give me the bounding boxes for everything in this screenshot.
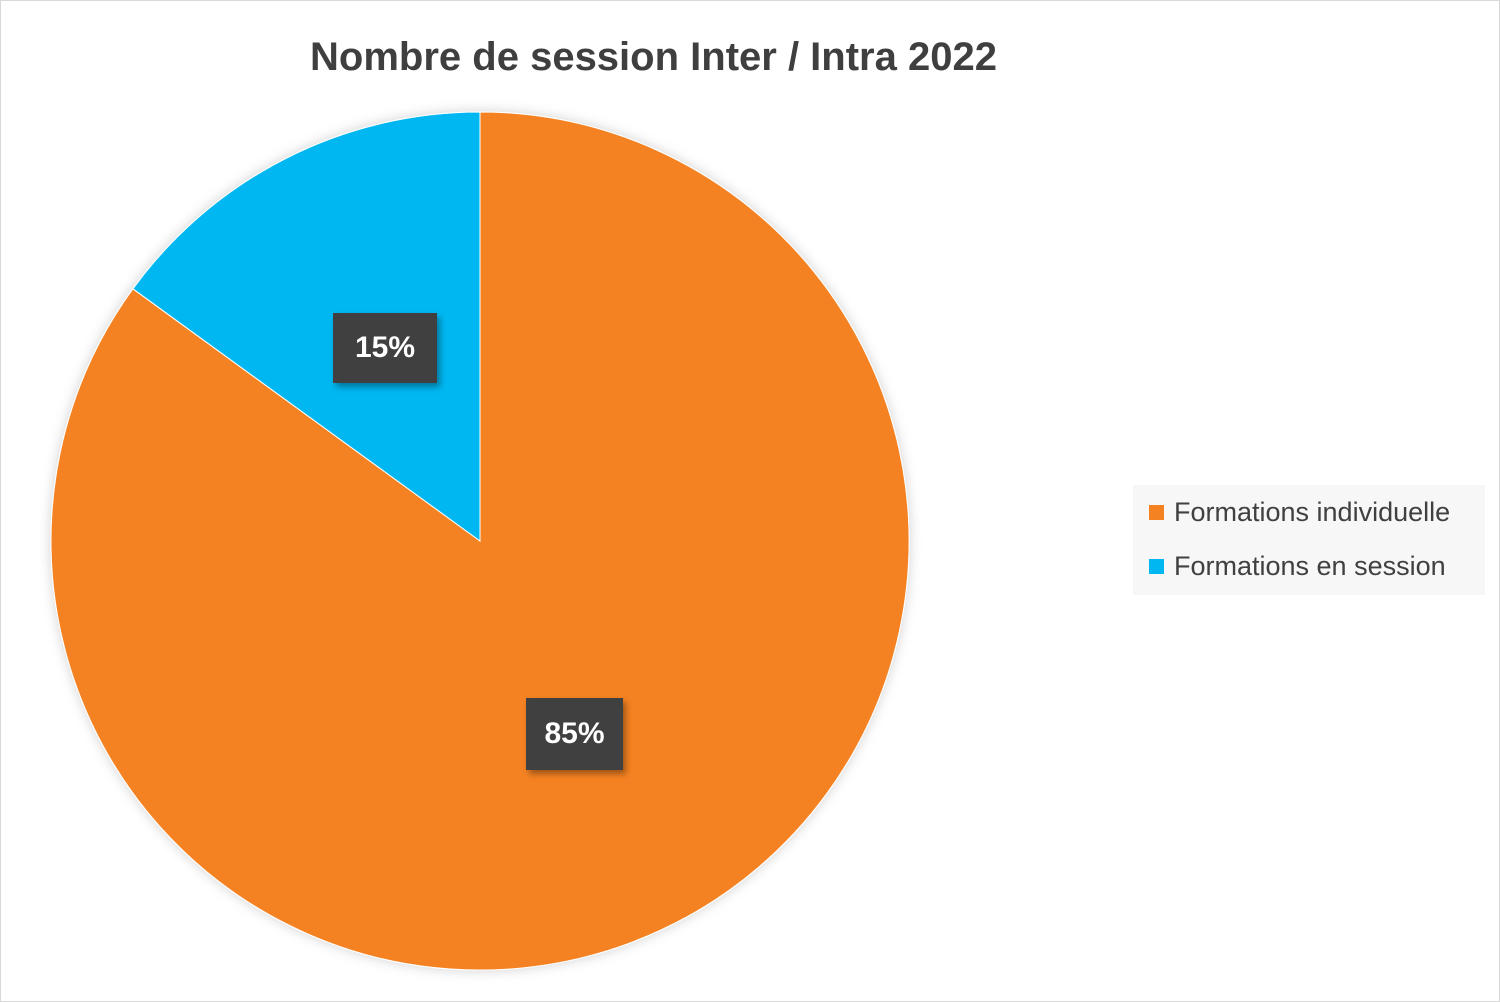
data-label-formations-individuelle: 85%	[526, 698, 623, 770]
legend-swatch-blue	[1149, 559, 1164, 574]
pie-slice-formations-en-session	[132, 111, 481, 542]
data-label-formations-en-session: 15%	[333, 313, 437, 383]
legend: Formations individuelle Formations en se…	[1133, 485, 1485, 595]
legend-item-formations-en-session: Formations en session	[1149, 551, 1446, 582]
legend-item-formations-individuelle: Formations individuelle	[1149, 497, 1450, 528]
chart-title: Nombre de session Inter / Intra 2022	[310, 35, 997, 79]
legend-label: Formations individuelle	[1174, 497, 1451, 527]
legend-swatch-orange	[1149, 505, 1164, 520]
legend-label: Formations en session	[1174, 551, 1446, 581]
